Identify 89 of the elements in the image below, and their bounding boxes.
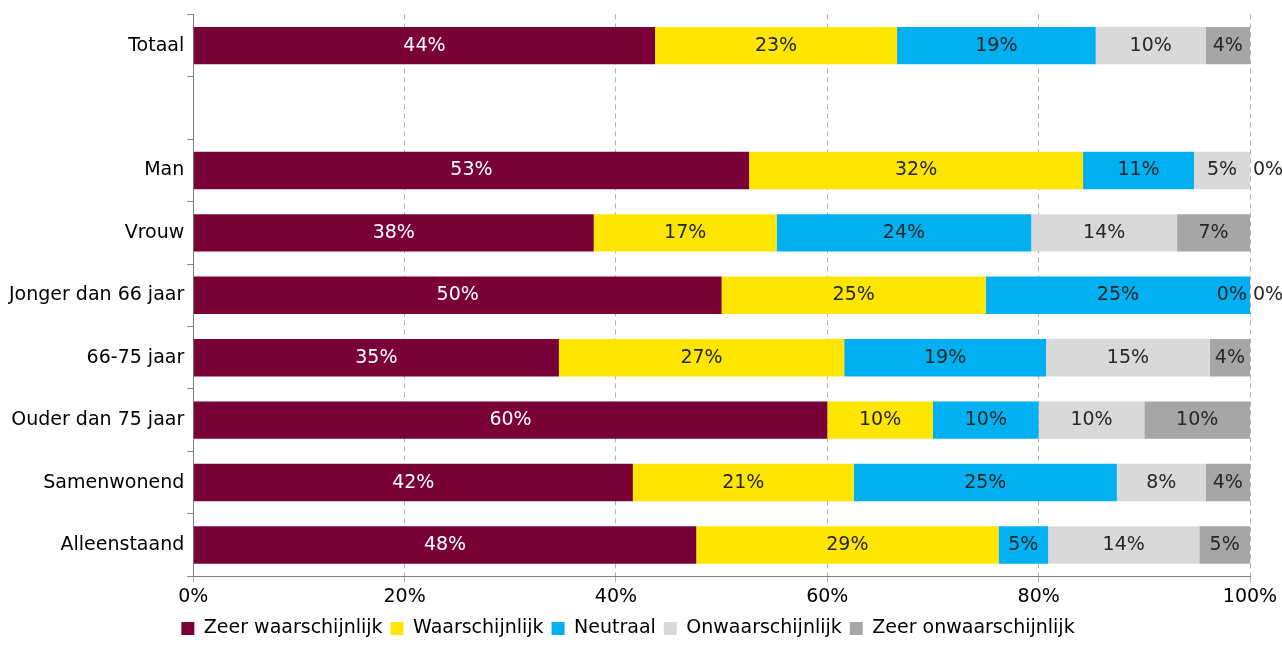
data-label: 38%	[372, 219, 415, 242]
bar	[749, 151, 1084, 190]
data-label: 25%	[832, 282, 875, 305]
data-label: 5%	[1209, 531, 1240, 554]
data-label: 48%	[423, 531, 467, 554]
bar	[593, 214, 777, 252]
y-tick-label: Jonger dan 66 jaar	[8, 282, 185, 305]
bar	[193, 214, 594, 252]
legend-label: Zeer waarschijnlijk	[203, 615, 383, 638]
data-label: 24%	[882, 219, 926, 242]
bar	[1038, 401, 1145, 439]
data-label: 0%	[1253, 157, 1282, 180]
bar	[998, 526, 1049, 564]
data-label: 4%	[1214, 344, 1245, 367]
bar	[193, 276, 722, 315]
data-label: 5%	[1008, 531, 1039, 554]
data-label: 29%	[826, 531, 869, 554]
y-tick-label: Samenwonend	[43, 469, 185, 492]
bar	[1046, 339, 1210, 377]
bar	[1095, 26, 1206, 65]
data-label: 11%	[1117, 157, 1160, 180]
data-label: 32%	[894, 157, 938, 180]
data-label: 10%	[1129, 32, 1172, 55]
bar	[696, 526, 999, 564]
bar	[897, 26, 1096, 65]
data-label: 10%	[859, 407, 902, 430]
data-label: 4%	[1212, 469, 1243, 492]
data-label: 60%	[489, 407, 532, 430]
bar	[853, 463, 1117, 502]
bar	[1116, 463, 1206, 502]
legend-label: Zeer onwaarschijnlijk	[872, 615, 1075, 638]
bar	[844, 339, 1047, 377]
data-label: 7%	[1198, 219, 1229, 242]
data-label: 10%	[1176, 407, 1219, 430]
data-label: 25%	[1096, 282, 1140, 305]
bar	[1083, 151, 1194, 190]
y-tick-label: Vrouw	[124, 219, 185, 242]
bar	[655, 26, 898, 65]
legend-label: Onwaarschijnlijk	[686, 615, 842, 638]
x-tick-label: 100%	[1222, 583, 1278, 606]
bar	[193, 339, 559, 377]
data-label: 14%	[1102, 531, 1145, 554]
data-label: 14%	[1083, 219, 1126, 242]
y-tick-label: Ouder dan 75 jaar	[11, 407, 185, 430]
data-label: 42%	[392, 469, 435, 492]
data-label: 53%	[450, 157, 493, 180]
data-label: 5%	[1206, 157, 1238, 180]
data-label: 0%	[1216, 282, 1247, 305]
data-label: 25%	[964, 469, 1007, 492]
data-label: 0%	[1253, 282, 1282, 305]
y-tick-label: Totaal	[127, 32, 185, 55]
data-label: 23%	[754, 32, 798, 55]
data-label: 4%	[1212, 32, 1243, 55]
bar	[1048, 526, 1200, 564]
data-label: 17%	[664, 219, 707, 242]
x-tick-label: 0%	[178, 583, 209, 606]
y-tick-label: Alleenstaand	[60, 531, 185, 554]
data-label: 21%	[722, 469, 765, 492]
bar	[827, 401, 933, 439]
data-label: 10%	[964, 407, 1007, 430]
bar	[985, 276, 1250, 315]
y-tick-label: Man	[144, 157, 185, 180]
y-tick-label: 66-75 jaar	[86, 344, 185, 367]
bar	[193, 401, 828, 439]
data-label: 15%	[1106, 344, 1150, 367]
bar	[558, 339, 845, 377]
bar	[721, 276, 986, 315]
data-label: 44%	[403, 32, 446, 55]
legend-label: Waarschijnlijk	[413, 615, 544, 638]
bar	[193, 526, 697, 564]
data-label: 10%	[1070, 407, 1113, 430]
data-label: 27%	[680, 344, 723, 367]
x-tick-label: 60%	[806, 583, 849, 606]
x-tick-label: 20%	[383, 583, 426, 606]
bar	[932, 401, 1039, 439]
bar	[1031, 214, 1178, 252]
bar	[193, 151, 750, 190]
legend-label: Neutraal	[574, 615, 656, 638]
bar	[632, 463, 854, 502]
data-label: 19%	[975, 32, 1018, 55]
data-label: 19%	[924, 344, 967, 367]
data-label: 50%	[436, 282, 479, 305]
bar	[193, 463, 633, 502]
x-tick-label: 80%	[1017, 583, 1060, 606]
data-label: 8%	[1146, 469, 1177, 492]
bar	[776, 214, 1032, 252]
x-tick-label: 40%	[594, 583, 638, 606]
bar	[193, 26, 656, 65]
data-label: 35%	[355, 344, 398, 367]
